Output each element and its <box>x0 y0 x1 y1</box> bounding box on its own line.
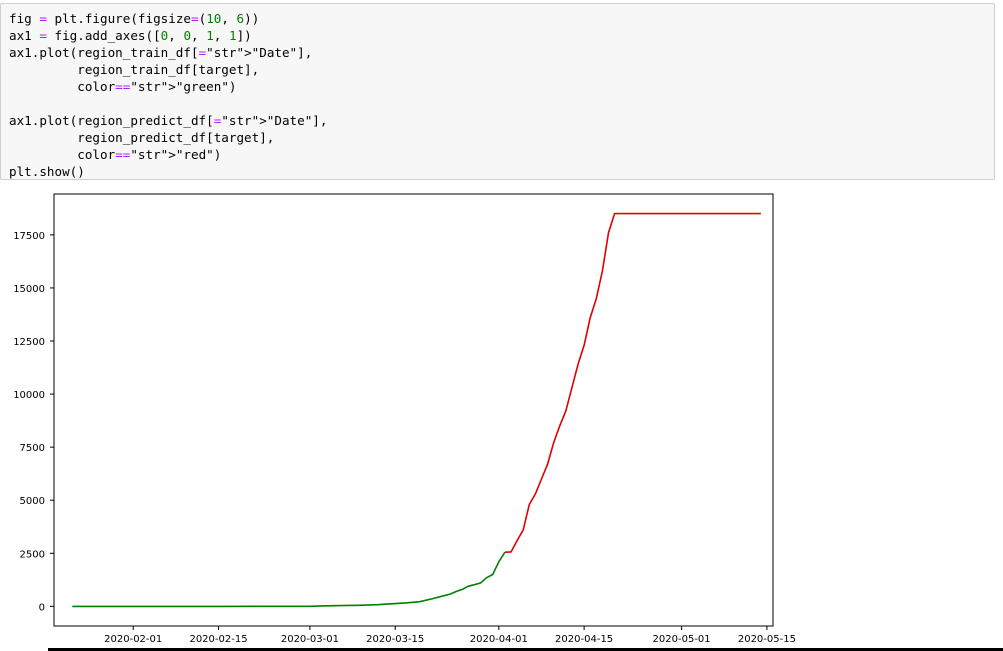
y-tick-label: 7500 <box>20 443 45 454</box>
y-axis: 0 2500 5000 7500 10000 12500 15000 17500 <box>13 231 54 613</box>
code-cell-input[interactable]: fig = plt.figure(figsize=(10, 6)) ax1 = f… <box>0 3 995 180</box>
y-tick-label: 5000 <box>20 496 45 507</box>
y-tick-label: 2500 <box>20 549 45 560</box>
x-tick-label: 2020-03-01 <box>281 634 339 645</box>
series-line-train <box>72 551 506 608</box>
code-line: ax1 = fig.add_axes([0, 0, 1, 1]) <box>9 28 252 43</box>
x-axis: 2020-02-01 2020-02-15 2020-03-01 2020-03-15… <box>104 626 796 645</box>
code-line: plt.show() <box>9 164 85 179</box>
x-tick-label: 2020-02-01 <box>104 634 162 645</box>
code-line: region_train_df[target], <box>9 62 260 77</box>
x-tick-label: 2020-04-01 <box>470 634 528 645</box>
x-tick-label: 2020-04-15 <box>555 634 613 645</box>
line-chart: 0 2500 5000 7500 10000 12500 15000 17500 2020-0… <box>13 193 796 645</box>
code-line: ax1.plot(region_predict_df[="str">"Date"… <box>9 113 328 128</box>
x-tick-label: 2020-05-01 <box>653 634 711 645</box>
x-tick-label: 2020-05-15 <box>738 634 796 645</box>
code-line: color=="str">"red") <box>9 147 222 162</box>
x-tick-label: 2020-03-15 <box>366 634 424 645</box>
series-line-predict <box>504 212 761 553</box>
series-layer <box>72 212 761 608</box>
y-tick-label: 17500 <box>13 231 45 242</box>
y-tick-label: 15000 <box>13 284 45 295</box>
x-tick-label: 2020-02-15 <box>189 634 247 645</box>
plot-frame <box>53 193 774 627</box>
code-line: region_predict_df[target], <box>9 130 275 145</box>
output-divider <box>48 648 1003 651</box>
code-line: ax1.plot(region_train_df[="str">"Date"], <box>9 45 313 60</box>
y-tick-label: 12500 <box>13 337 45 348</box>
code-editor[interactable]: fig = plt.figure(figsize=(10, 6)) ax1 = f… <box>9 10 327 180</box>
code-line <box>9 95 327 112</box>
code-line: color=="str">"green") <box>9 79 237 94</box>
y-tick-label: 0 <box>39 602 45 613</box>
y-tick-label: 10000 <box>13 390 45 401</box>
code-line: fig = plt.figure(figsize=(10, 6)) <box>9 11 260 26</box>
